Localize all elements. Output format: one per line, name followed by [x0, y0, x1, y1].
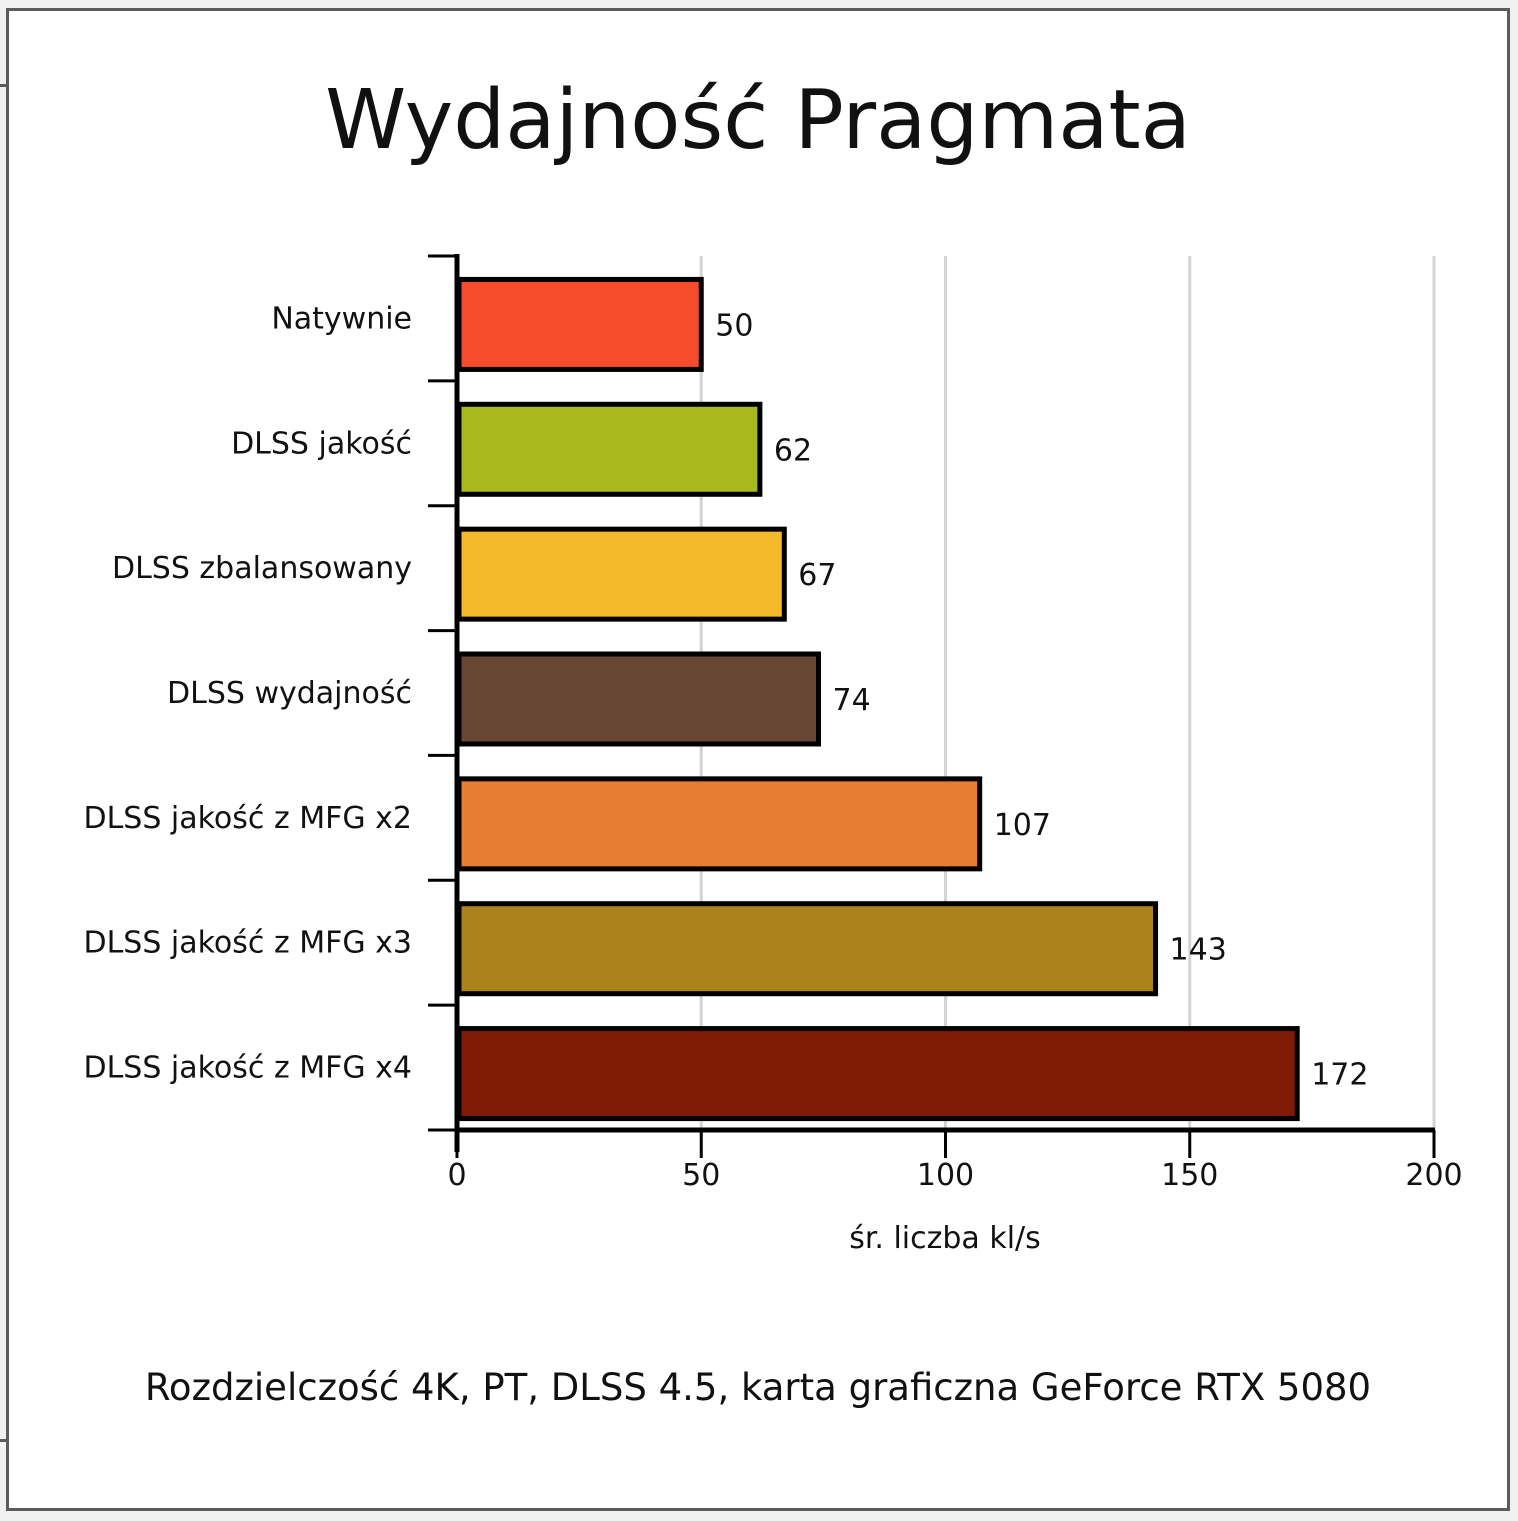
bar [456, 776, 983, 872]
chart-title: Wydajność Pragmata [325, 73, 1191, 168]
x-tick-label: 0 [447, 1158, 466, 1193]
bar-group: 50 Natywnie [271, 276, 753, 372]
x-axis-label: śr. liczba kl/s [849, 1221, 1041, 1256]
chart-subtitle: Rozdzielczość 4K, PT, DLSS 4.5, karta gr… [145, 1366, 1371, 1409]
bar-value-label: 62 [774, 433, 812, 468]
bar-group: 107 DLSS jakość z MFG x2 [83, 776, 1051, 872]
bar [456, 401, 763, 497]
bar [456, 651, 821, 747]
bar [456, 276, 704, 372]
category-label: DLSS jakość z MFG x3 [83, 926, 412, 961]
bar [456, 901, 1159, 997]
window-edge-mark [0, 1439, 6, 1442]
category-label: Natywnie [271, 301, 412, 336]
bar-group: 62 DLSS jakość [231, 401, 812, 497]
bar-group: 74 DLSS wydajność [167, 651, 871, 747]
category-label: DLSS wydajność [167, 676, 412, 711]
bar [456, 526, 787, 622]
bar-value-label: 143 [1170, 933, 1227, 968]
bars: 50 Natywnie 62 DLSS jakość 67 DLSS zbalansowa… [83, 276, 1368, 1122]
bar-group: 67 DLSS zbalansowany [112, 526, 836, 622]
bar-value-label: 172 [1311, 1058, 1368, 1093]
category-label: DLSS zbalansowany [112, 551, 412, 586]
x-tick-label: 50 [682, 1158, 720, 1193]
window-edge-mark [0, 84, 6, 87]
bar-value-label: 107 [994, 808, 1051, 843]
chart-panel [6, 8, 1510, 1511]
axes: 0 50 100 150 200 [428, 254, 1463, 1193]
bar-value-label: 50 [715, 308, 753, 343]
x-tick-label: 100 [917, 1158, 974, 1193]
x-tick-label: 200 [1405, 1158, 1462, 1193]
x-tick-label: 150 [1161, 1158, 1218, 1193]
category-label: DLSS jakość [231, 426, 412, 461]
category-label: DLSS jakość z MFG x4 [83, 1051, 412, 1086]
bar [456, 1026, 1300, 1122]
bar-value-label: 74 [832, 683, 870, 718]
bar-group: 172 DLSS jakość z MFG x4 [83, 1026, 1368, 1122]
bar-value-label: 67 [798, 558, 836, 593]
category-label: DLSS jakość z MFG x2 [83, 801, 412, 836]
bar-group: 143 DLSS jakość z MFG x3 [83, 901, 1227, 997]
